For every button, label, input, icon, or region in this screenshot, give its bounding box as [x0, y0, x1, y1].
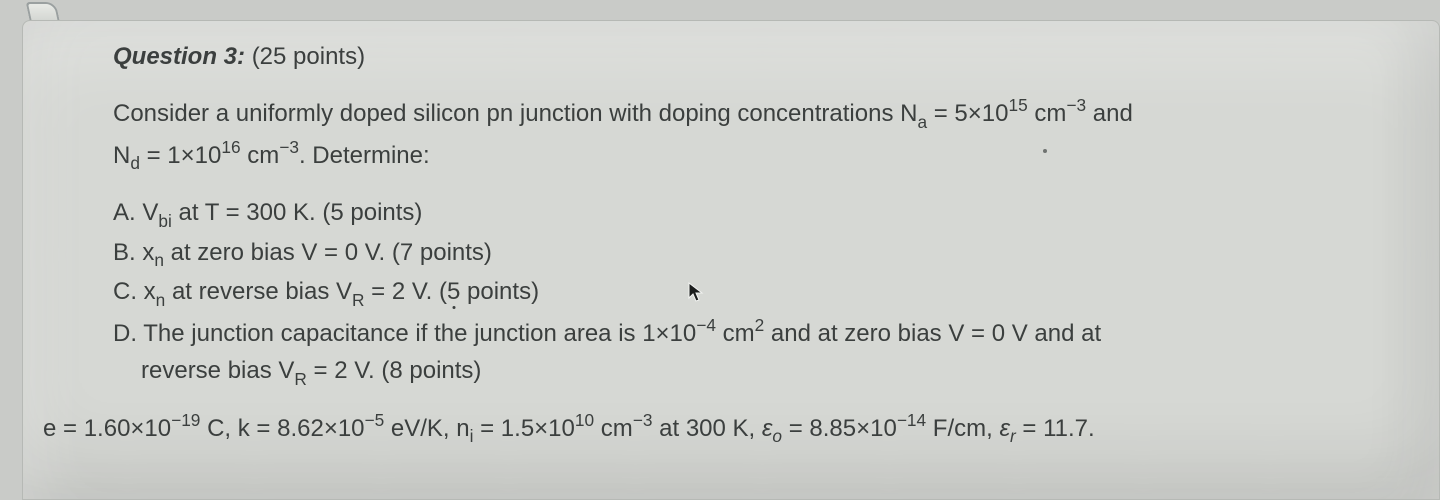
part-a-vbi-v: V: [142, 199, 158, 226]
part-c-vr-sub: R: [352, 290, 364, 310]
part-a: A. Vbi at T = 300 K. (5 points): [113, 194, 1409, 234]
part-a-label: A.: [113, 199, 142, 226]
const-epso-exp: −14: [897, 410, 926, 430]
const-ni-sub: i: [470, 426, 474, 446]
part-d-exp1: −4: [696, 315, 716, 335]
const-ni-a: = 1.5×10: [473, 415, 574, 442]
part-b-xn-x: x: [142, 239, 154, 266]
part-b-label: B.: [113, 239, 142, 266]
intro-unit2-exp: −3: [279, 137, 299, 157]
na-subscript: a: [917, 112, 927, 132]
nd-subscript: d: [130, 153, 140, 173]
part-a-rest: at T = 300 K. (5 points): [172, 199, 423, 226]
part-d-t5: = 2 V. (8 points): [307, 357, 482, 384]
question-header: Question 3: (25 points): [113, 43, 1409, 71]
na-exponent: 15: [1009, 95, 1028, 115]
part-c-label: C.: [113, 278, 144, 305]
speck-icon: [1043, 149, 1047, 153]
intro-unit1: cm: [1028, 100, 1067, 127]
nd-exponent: 16: [221, 137, 240, 157]
question-label: Question 3:: [113, 43, 245, 70]
part-d: D. The junction capacitance if the junct…: [113, 313, 1409, 392]
intro-text: Consider a uniformly doped silicon pn ju…: [113, 100, 917, 127]
question-points: (25 points): [252, 43, 365, 70]
const-epso-sub: o: [772, 426, 782, 446]
intro-eq1: = 5×10: [927, 100, 1008, 127]
intro-and: and: [1086, 100, 1133, 127]
const-epsr-sub: r: [1010, 426, 1016, 446]
const-epso-a: = 8.85×10: [782, 415, 897, 442]
question-sheet: Question 3: (25 points) Consider a unifo…: [22, 20, 1440, 500]
part-a-vbi-sub: bi: [158, 211, 171, 231]
part-d-t1: The junction capacitance if the junction…: [143, 320, 696, 347]
const-epsr-a: = 11.7.: [1016, 415, 1095, 442]
const-e-exp: −19: [171, 410, 200, 430]
part-c-five: 5: [447, 278, 460, 305]
part-b-xn-sub: n: [154, 250, 164, 270]
part-d-t2: cm: [716, 320, 755, 347]
part-d-exp2: 2: [755, 315, 765, 335]
const-k-b: eV/K, n: [384, 415, 469, 442]
intro-unit1-exp: −3: [1066, 95, 1086, 115]
const-epso: ε: [762, 415, 773, 442]
part-d-vr-sub: R: [294, 369, 306, 389]
part-c: C. xn at reverse bias VR = 2 V. (5 point…: [113, 273, 1409, 313]
part-d-t4: reverse bias V: [141, 357, 294, 384]
part-c-xn-x: x: [144, 278, 156, 305]
intro-determine: . Determine:: [299, 142, 430, 169]
constants-line: e = 1.60×10−19 C, k = 8.62×10−5 eV/K, ni…: [43, 408, 1409, 450]
intro-eq2: = 1×10: [140, 142, 221, 169]
question-intro: Consider a uniformly doped silicon pn ju…: [113, 93, 1409, 176]
const-ni-exp: 10: [575, 410, 594, 430]
part-b: B. xn at zero bias V = 0 V. (7 points): [113, 234, 1409, 274]
const-ni-unit-exp: −3: [633, 410, 653, 430]
const-ni-b: cm: [594, 415, 633, 442]
const-epso-b: F/cm,: [926, 415, 999, 442]
intro-unit2: cm: [241, 142, 280, 169]
part-c-xn-sub: n: [156, 290, 166, 310]
part-c-post-b: points): [460, 278, 539, 305]
const-e-b: C, k = 8.62×10: [200, 415, 364, 442]
const-e-a: e = 1.60×10: [43, 415, 171, 442]
part-d-label: D.: [113, 320, 143, 347]
part-c-mid: at reverse bias V: [165, 278, 352, 305]
const-k-exp: −5: [365, 410, 385, 430]
const-ni-c: at 300 K,: [652, 415, 761, 442]
nd-symbol: N: [113, 142, 130, 169]
part-c-post-a: = 2 V. (: [365, 278, 448, 305]
part-d-t3: and at zero bias V = 0 V and at: [764, 320, 1101, 347]
parts-list: A. Vbi at T = 300 K. (5 points) B. xn at…: [113, 194, 1409, 392]
const-epsr: ε: [999, 415, 1010, 442]
part-b-rest: at zero bias V = 0 V. (7 points): [164, 239, 492, 266]
